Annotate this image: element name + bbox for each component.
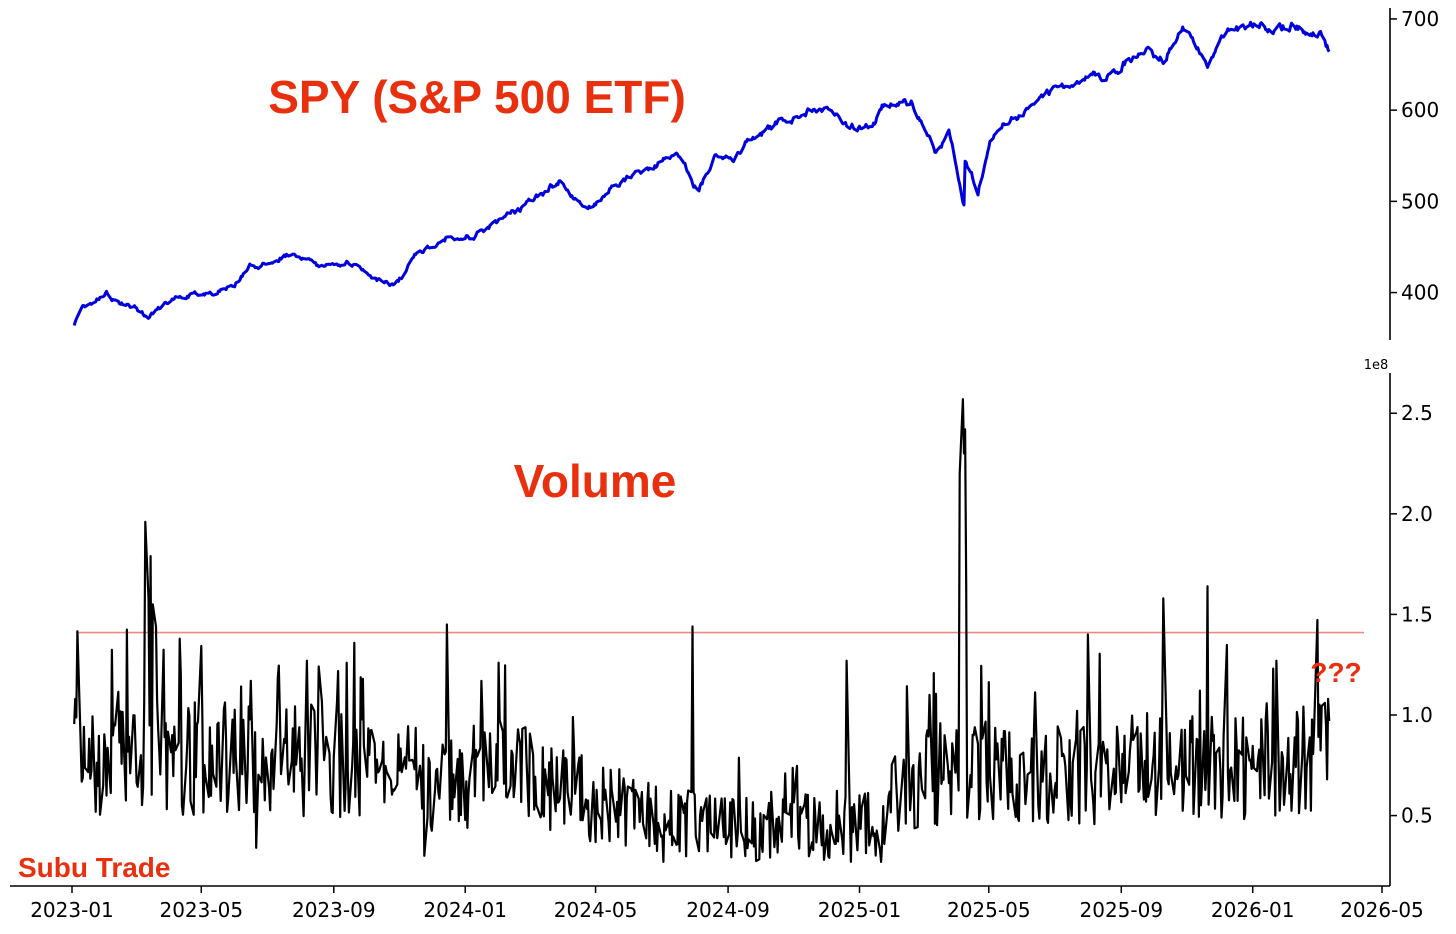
x-tick-label: 2024-05 [554, 898, 638, 922]
x-tick-label: 2024-01 [423, 898, 507, 922]
volume-y-ticks: 0.5 1.0 1.5 2.0 2.5 [1390, 401, 1433, 828]
volume-chart-title: Volume [514, 455, 677, 507]
x-tick-label: 2025-01 [818, 898, 902, 922]
x-tick-label: 2025-09 [1080, 898, 1164, 922]
price-chart-title: SPY (S&P 500 ETF) [268, 71, 686, 123]
x-tick-label: 2026-01 [1211, 898, 1295, 922]
price-series-line [72, 20, 1331, 326]
price-y-tick-label: 400 [1401, 281, 1439, 305]
volume-y-tick-label: 1.0 [1401, 703, 1433, 727]
x-tick-label: 2023-01 [30, 898, 114, 922]
volume-series-line [73, 398, 1331, 863]
volume-y-tick-label: 2.5 [1401, 401, 1433, 425]
watermark-label: Subu Trade [18, 852, 170, 883]
volume-scale-offset: 1e8 [1364, 358, 1389, 373]
volume-y-tick-label: 0.5 [1401, 804, 1433, 828]
price-panel: 400 500 600 700 SPY (S&P 500 ETF) [72, 7, 1439, 340]
price-y-tick-label: 700 [1401, 7, 1439, 31]
volume-y-tick-label: 1.5 [1401, 602, 1433, 626]
price-y-ticks: 400 500 600 700 [1390, 7, 1439, 305]
x-tick-label: 2024-09 [686, 898, 770, 922]
price-y-tick-label: 500 [1401, 189, 1439, 213]
x-ticks: 2023-01 2023-05 2023-09 2024-01 2024-05 2024-… [30, 886, 1424, 922]
x-tick-label: 2023-05 [159, 898, 243, 922]
volume-annotation: ??? [1310, 657, 1361, 688]
x-tick-label: 2025-05 [947, 898, 1031, 922]
x-tick-label: 2026-05 [1340, 898, 1424, 922]
price-y-tick-label: 600 [1401, 98, 1439, 122]
volume-panel: 0.51.01.52.02.5 2023-01 2023-05 2023-09 202… [10, 358, 1433, 922]
volume-y-tick-label: 2.0 [1401, 502, 1433, 526]
x-tick-label: 2023-09 [292, 898, 376, 922]
